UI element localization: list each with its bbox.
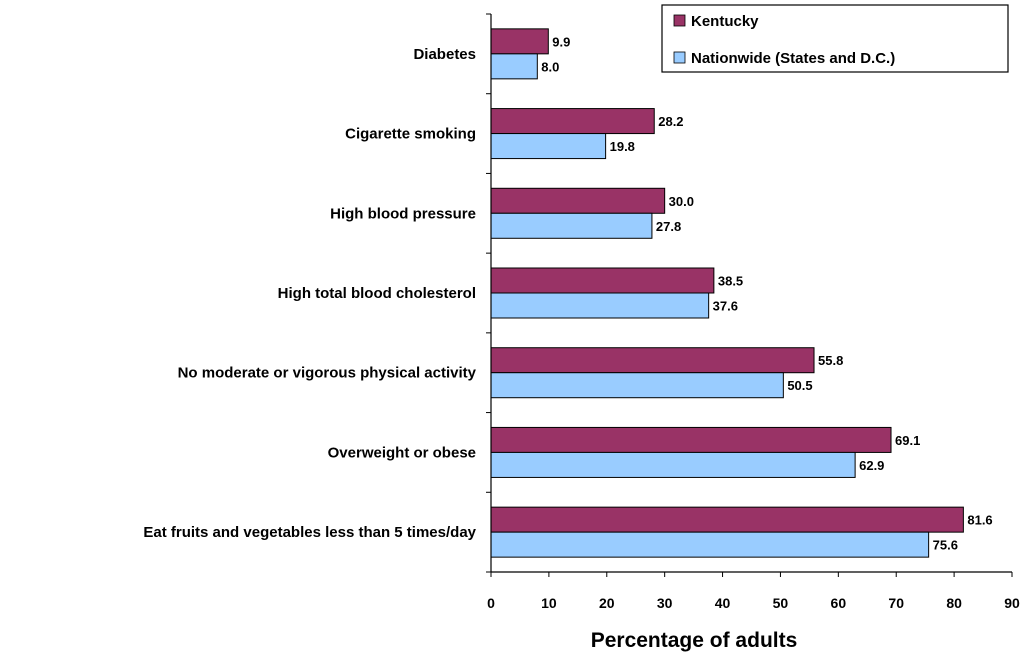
legend-swatch-kentucky xyxy=(673,14,686,27)
bar xyxy=(490,347,815,374)
bar xyxy=(490,267,715,294)
bar xyxy=(490,531,930,558)
legend-swatch-nationwide xyxy=(673,51,686,64)
x-tick-label: 40 xyxy=(715,595,731,611)
data-label: 30.0 xyxy=(669,194,694,209)
x-tick-label: 30 xyxy=(657,595,673,611)
category-label: Cigarette smoking xyxy=(345,126,476,143)
x-tick-label: 0 xyxy=(487,595,495,611)
data-label: 38.5 xyxy=(718,274,743,289)
bar xyxy=(490,108,655,135)
bar xyxy=(490,426,892,453)
x-tick-label: 10 xyxy=(541,595,557,611)
bar xyxy=(490,28,549,55)
plot-area: 9.9 8.0 Diabetes 28.2 19.8 Cigarette smoking 3… xyxy=(143,13,1020,611)
bar xyxy=(490,53,538,80)
data-label: 81.6 xyxy=(967,513,992,528)
x-axis-title: Percentage of adults xyxy=(591,629,798,652)
category-label: High total blood cholesterol xyxy=(278,285,476,302)
bar xyxy=(490,187,666,214)
data-label: 28.2 xyxy=(658,114,683,129)
category-label: Overweight or obese xyxy=(328,444,476,461)
data-label: 8.0 xyxy=(541,59,559,74)
data-label: 69.1 xyxy=(895,433,920,448)
data-label: 62.9 xyxy=(859,458,884,473)
category-label: High blood pressure xyxy=(330,205,476,222)
x-tick-label: 70 xyxy=(888,595,904,611)
x-tick-label: 50 xyxy=(773,595,789,611)
data-label: 50.5 xyxy=(787,378,812,393)
legend-box xyxy=(661,4,1009,73)
bar xyxy=(490,212,653,239)
legend-label-kentucky: Kentucky xyxy=(691,13,759,30)
legend-label-nationwide: Nationwide (States and D.C.) xyxy=(691,50,895,67)
bar xyxy=(490,451,856,478)
category-label: No moderate or vigorous physical activit… xyxy=(178,365,477,382)
bar xyxy=(490,292,710,319)
data-label: 9.9 xyxy=(552,34,570,49)
x-tick-label: 60 xyxy=(831,595,847,611)
x-tick-label: 90 xyxy=(1004,595,1020,611)
x-tick-label: 80 xyxy=(946,595,962,611)
bar xyxy=(490,372,784,399)
data-label: 75.6 xyxy=(933,538,958,553)
bar xyxy=(490,133,607,160)
data-label: 55.8 xyxy=(818,353,843,368)
bar xyxy=(490,506,964,533)
category-label: Diabetes xyxy=(413,46,476,63)
x-tick-label: 20 xyxy=(599,595,615,611)
legend: Kentucky Nationwide (States and D.C.) xyxy=(661,4,1009,73)
data-label: 27.8 xyxy=(656,219,681,234)
data-label: 19.8 xyxy=(610,139,635,154)
category-label: Eat fruits and vegetables less than 5 ti… xyxy=(143,524,476,541)
data-label: 37.6 xyxy=(713,299,738,314)
